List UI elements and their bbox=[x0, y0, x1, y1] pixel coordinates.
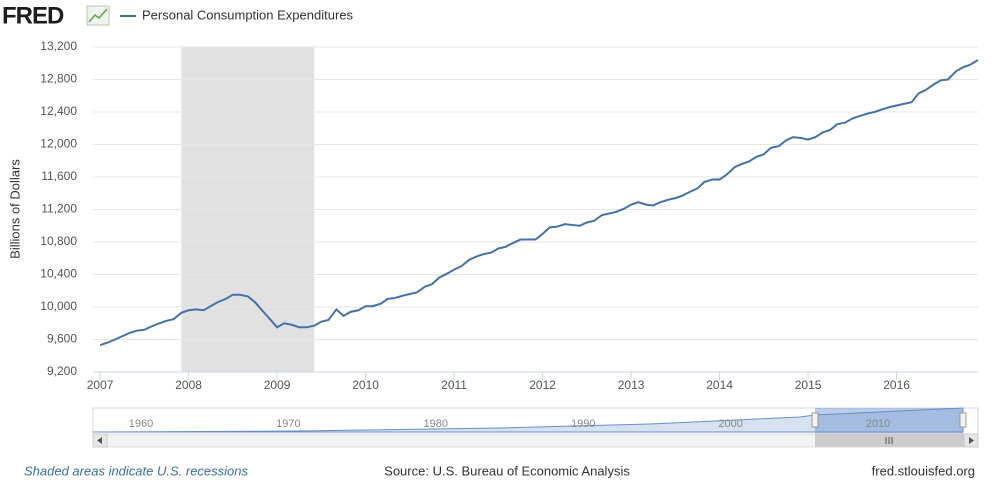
site-link[interactable]: fred.stlouisfed.org bbox=[872, 463, 975, 478]
y-tick-label: 12,000 bbox=[40, 137, 77, 151]
logo-icon bbox=[86, 5, 110, 26]
legend-label: Personal Consumption Expenditures bbox=[142, 7, 354, 22]
navigator-handle[interactable] bbox=[811, 412, 819, 428]
data-line bbox=[99, 59, 979, 347]
navigator-selection[interactable] bbox=[815, 408, 963, 434]
x-tick-label: 2013 bbox=[618, 378, 645, 392]
x-tick-label: 2009 bbox=[264, 378, 291, 392]
x-tick-label: 2010 bbox=[352, 378, 379, 392]
y-tick-label: 10,800 bbox=[40, 234, 77, 248]
y-tick-label: 11,600 bbox=[41, 169, 77, 183]
x-tick-label: 2016 bbox=[883, 378, 910, 392]
logo: FRED bbox=[2, 2, 64, 29]
x-tick-label: 2014 bbox=[706, 378, 733, 392]
navigator-label: 1980 bbox=[424, 418, 448, 430]
y-tick-label: 10,000 bbox=[40, 299, 77, 313]
navigator-label: 1990 bbox=[571, 418, 595, 430]
navigator-label: 2010 bbox=[866, 418, 890, 430]
y-tick-label: 9,600 bbox=[47, 332, 77, 346]
y-tick-label: 12,800 bbox=[40, 72, 77, 86]
x-tick-label: 2008 bbox=[175, 378, 202, 392]
navigator-label: 1970 bbox=[276, 418, 300, 430]
navigator-label: 1960 bbox=[129, 418, 153, 430]
y-tick-label: 13,200 bbox=[40, 39, 77, 53]
x-tick-label: 2007 bbox=[87, 378, 114, 392]
navigator-handle[interactable] bbox=[959, 412, 967, 428]
x-tick-label: 2015 bbox=[795, 378, 822, 392]
navigator-label: 2000 bbox=[718, 418, 742, 430]
scroll-left-arrow bbox=[97, 437, 102, 444]
scroll-right-arrow bbox=[969, 437, 974, 444]
y-axis-label: Billions of Dollars bbox=[7, 159, 22, 259]
x-tick-label: 2011 bbox=[441, 378, 467, 392]
source: Source: U.S. Bureau of Economic Analysis bbox=[384, 463, 630, 478]
recession-note: Shaded areas indicate U.S. recessions bbox=[24, 463, 249, 478]
y-tick-label: 9,200 bbox=[47, 364, 77, 378]
y-tick-label: 10,400 bbox=[40, 267, 77, 281]
scrollbar-grip bbox=[885, 437, 893, 444]
x-tick-label: 2012 bbox=[529, 378, 556, 392]
y-tick-label: 11,200 bbox=[41, 202, 77, 216]
y-tick-label: 12,400 bbox=[40, 104, 77, 118]
